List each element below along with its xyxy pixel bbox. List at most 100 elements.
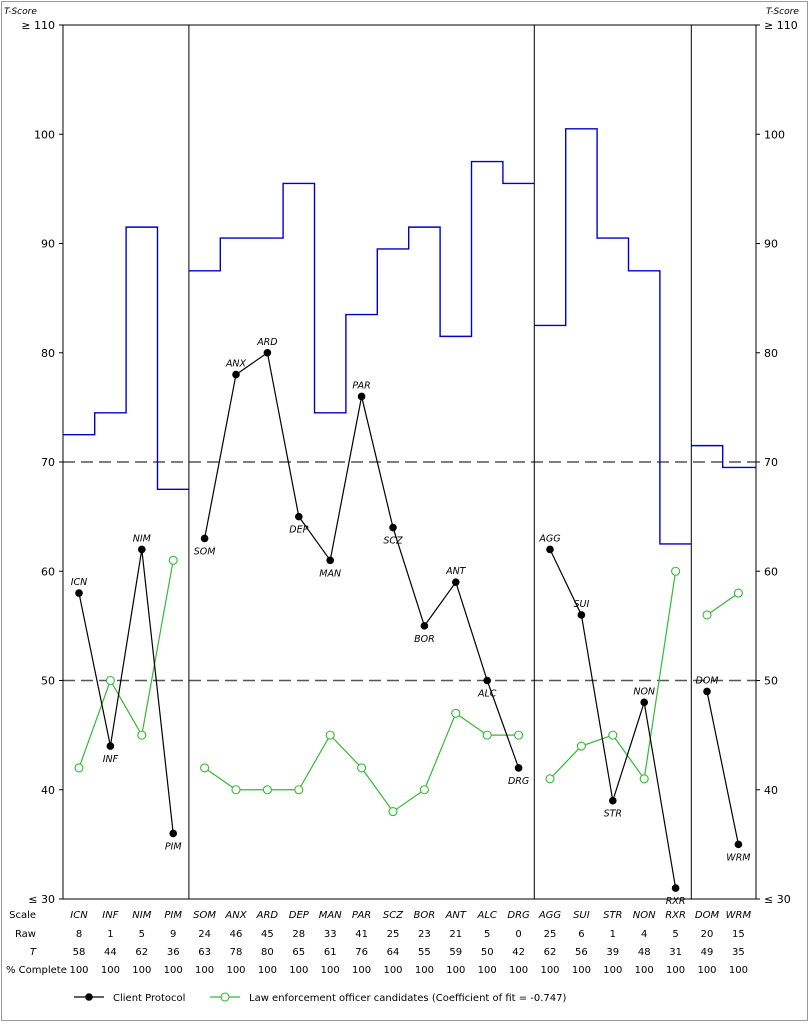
table-raw-cell: 15 xyxy=(732,929,745,940)
law-enforcement-point xyxy=(357,763,367,773)
table-raw-cell: 4 xyxy=(641,929,647,940)
table-scale-cell: BOR xyxy=(414,910,436,921)
legend-client-label: Client Protocol xyxy=(113,993,185,1004)
point-label-wrm: WRM xyxy=(726,852,750,863)
y-axis-title-left: T-Score xyxy=(4,7,37,17)
table-raw-cell: 25 xyxy=(544,929,557,940)
table-scale-cell: PAR xyxy=(352,910,371,921)
table-scale-cell: DOM xyxy=(695,910,720,921)
table-raw-cell: 8 xyxy=(76,929,82,940)
table-complete-cell: 100 xyxy=(383,965,402,976)
client-point xyxy=(703,687,711,696)
table-scale-cell: PIM xyxy=(164,910,182,921)
law-enforcement-point xyxy=(482,730,492,740)
client-point xyxy=(483,676,492,685)
y-tick-label-left: ≤ 30 xyxy=(28,893,55,906)
table-t-cell: 31 xyxy=(669,947,682,958)
y-tick-label-right: 70 xyxy=(764,456,778,469)
table-t-cell: 42 xyxy=(512,947,525,958)
point-label-agg: AGG xyxy=(538,533,560,544)
client-point xyxy=(452,578,460,586)
table-scale-cell: RXR xyxy=(665,910,686,921)
client-point xyxy=(263,348,272,357)
client-point xyxy=(357,392,366,401)
table-raw-cell: 25 xyxy=(387,929,400,940)
client-point xyxy=(609,796,617,805)
table-raw-cell: 33 xyxy=(324,929,337,940)
y-tick-label-left: 80 xyxy=(41,347,55,360)
point-label-dom: DOM xyxy=(696,675,719,686)
y-tick-label-right: ≥ 110 xyxy=(764,19,798,32)
law-enforcement-line xyxy=(549,571,677,781)
point-label-nim: NIM xyxy=(133,533,151,544)
table-complete-cell: 100 xyxy=(352,965,371,976)
point-label-anx: ANX xyxy=(225,359,247,370)
upper-bound-step-line xyxy=(63,226,189,491)
table-scale-cell: SOM xyxy=(193,910,216,921)
table-t-cell: 59 xyxy=(449,947,462,958)
table-t-cell: 49 xyxy=(701,947,714,958)
law-enforcement-point xyxy=(639,774,649,784)
client-point xyxy=(546,545,554,554)
y-tick-label-left: 70 xyxy=(41,456,55,469)
client-point xyxy=(640,698,648,707)
table-t-cell: 39 xyxy=(606,947,619,958)
law-enforcement-point xyxy=(325,730,335,740)
point-label-alc: ALC xyxy=(477,689,497,700)
client-point xyxy=(295,512,303,521)
law-enforcement-point xyxy=(137,730,147,740)
table-t-cell: 62 xyxy=(544,947,557,958)
point-label-non: NON xyxy=(633,686,655,697)
y-tick-label-left: 100 xyxy=(34,128,55,141)
table-raw-cell: 5 xyxy=(672,929,678,940)
table-complete-cell: 100 xyxy=(509,965,528,976)
law-enforcement-point xyxy=(608,730,618,740)
point-label-icn: ICN xyxy=(71,577,88,588)
law-enforcement-line xyxy=(78,560,174,769)
table-raw-cell: 5 xyxy=(484,929,490,940)
table-complete-cell: 100 xyxy=(321,965,340,976)
table-complete-cell: 100 xyxy=(446,965,465,976)
point-label-scz: SCZ xyxy=(383,536,403,547)
point-label-pim: PIM xyxy=(165,841,182,852)
law-enforcement-point xyxy=(105,675,115,686)
point-label-par: PAR xyxy=(352,380,370,391)
client-point xyxy=(420,622,429,630)
table-t-cell: 64 xyxy=(387,947,400,958)
table-row-label: Raw xyxy=(15,929,36,940)
client-point xyxy=(106,742,115,750)
table-t-cell: 55 xyxy=(418,947,431,958)
client-point xyxy=(169,829,177,838)
law-enforcement-point xyxy=(200,763,210,773)
table-raw-cell: 23 xyxy=(418,929,431,940)
point-label-som: SOM xyxy=(194,546,216,557)
table-raw-cell: 5 xyxy=(139,929,145,940)
table-raw-cell: 41 xyxy=(355,929,368,940)
table-scale-cell: ANT xyxy=(445,910,467,921)
point-label-ard: ARD xyxy=(256,337,277,348)
y-tick-label-right: 40 xyxy=(764,784,778,797)
point-label-sui: SUI xyxy=(574,599,590,610)
table-t-cell: 78 xyxy=(230,947,243,958)
law-enforcement-point xyxy=(545,774,555,784)
y-tick-label-right: 60 xyxy=(764,565,778,578)
y-tick-label-left: ≥ 110 xyxy=(21,19,55,32)
table-t-cell: 56 xyxy=(575,947,588,958)
table-t-cell: 58 xyxy=(73,947,86,958)
table-raw-cell: 6 xyxy=(578,929,584,940)
table-scale-cell: AGG xyxy=(538,910,562,921)
table-complete-cell: 100 xyxy=(132,965,151,976)
law-enforcement-point xyxy=(514,730,524,740)
table-complete-cell: 100 xyxy=(289,965,308,976)
client-point xyxy=(138,545,146,554)
table-row-label: Scale xyxy=(9,910,36,921)
upper-bound-step-line xyxy=(534,128,692,545)
table-scale-cell: MAN xyxy=(319,910,342,921)
client-point xyxy=(389,523,397,532)
client-point xyxy=(671,884,680,892)
table-scale-cell: ICN xyxy=(70,910,88,921)
y-tick-label-right: 100 xyxy=(764,128,785,141)
table-complete-cell: 100 xyxy=(226,965,245,976)
table-row-label: % Complete xyxy=(6,965,67,976)
table-scale-cell: STR xyxy=(603,910,622,921)
